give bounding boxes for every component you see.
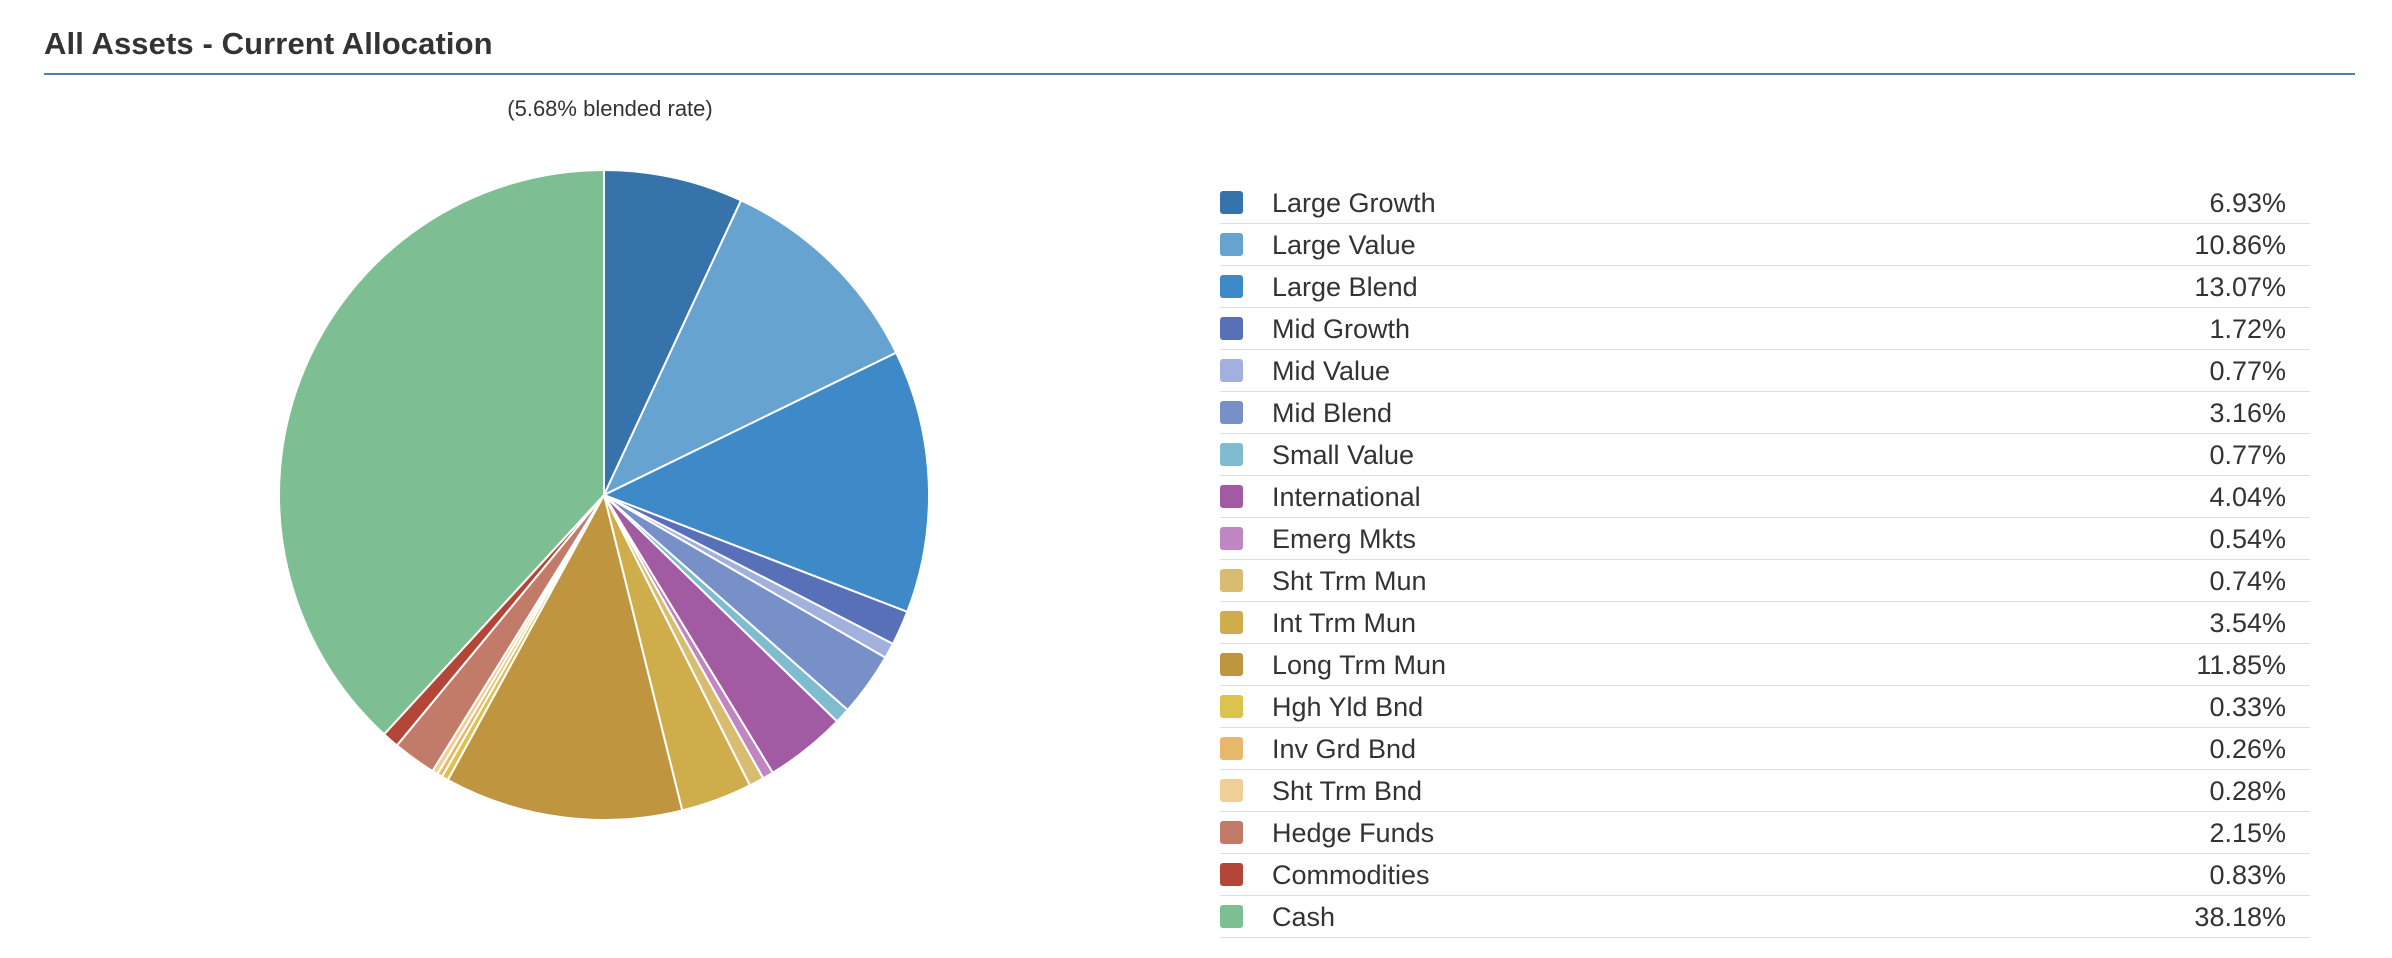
legend-swatch [1220,527,1243,550]
legend-swatch [1220,233,1243,256]
legend-value: 2.15% [2209,818,2286,848]
title-divider [44,73,2355,75]
legend-swatch [1220,779,1243,802]
legend-label: Hgh Yld Bnd [1272,692,1424,722]
legend-value: 0.26% [2209,734,2286,764]
legend-swatch [1220,443,1243,466]
legend-row-large-blend: Large Blend 13.07% [1220,266,2310,308]
legend-value: 0.77% [2209,440,2286,470]
legend-value: 0.74% [2209,566,2286,596]
legend-row-commodities: Commodities 0.83% [1220,854,2310,896]
pie-slice-large-blend [603,351,930,613]
legend-swatch [1220,821,1243,844]
legend-swatch [1220,191,1243,214]
legend-label: International [1272,482,1421,512]
legend-swatch [1220,485,1243,508]
pie-slice-large-growth [603,169,743,496]
page-title: All Assets - Current Allocation [44,26,493,61]
legend-value: 10.86% [2194,230,2286,260]
legend-value: 0.54% [2209,524,2286,554]
legend-label: Sht Trm Mun [1272,566,1427,596]
legend-label: Long Trm Mun [1272,650,1447,680]
legend-swatch [1220,401,1243,424]
legend-label: Cash [1272,902,1336,932]
pie-slice-cash [278,169,605,736]
legend-label: Small Value [1272,440,1415,470]
legend-row-large-growth: Large Growth 6.93% [1220,182,2310,224]
legend-row-mid-value: Mid Value 0.77% [1220,350,2310,392]
legend-value: 3.16% [2209,398,2286,428]
legend-label: Large Growth [1272,188,1436,218]
legend-swatch [1220,737,1243,760]
legend-label: Int Trm Mun [1272,608,1417,638]
legend-value: 0.33% [2209,692,2286,722]
legend-row-int-trm-mun: Int Trm Mun 3.54% [1220,602,2310,644]
legend-value: 0.83% [2209,860,2286,890]
legend-value: 4.04% [2209,482,2286,512]
legend-row-sht-trm-mun: Sht Trm Mun 0.74% [1220,560,2310,602]
legend-label: Hedge Funds [1272,818,1435,848]
legend-value: 13.07% [2194,272,2286,302]
legend-label: Emerg Mkts [1272,524,1417,554]
legend-value: 38.18% [2194,902,2286,932]
legend-row-mid-blend: Mid Blend 3.16% [1220,392,2310,434]
legend-value: 0.28% [2209,776,2286,806]
legend-row-inv-grd-bnd: Inv Grd Bnd 0.26% [1220,728,2310,770]
legend-row-long-trm-mun: Long Trm Mun 11.85% [1220,644,2310,686]
legend-label: Large Blend [1272,272,1418,302]
legend-swatch [1220,905,1243,928]
legend-value: 0.77% [2209,356,2286,386]
legend-row-hedge-funds: Hedge Funds 2.15% [1220,812,2310,854]
pie-chart-container [260,150,960,850]
legend-row-large-value: Large Value 10.86% [1220,224,2310,266]
legend-value: 11.85% [2196,650,2286,680]
legend-swatch [1220,317,1243,340]
legend-label: Mid Blend [1272,398,1393,428]
legend-swatch [1220,275,1243,298]
legend-label: Mid Growth [1272,314,1411,344]
legend-swatch [1220,359,1243,382]
allocation-pie-chart [278,169,930,821]
pie-slice-long-trm-mun [446,494,684,821]
legend-swatch [1220,863,1243,886]
legend-value: 1.72% [2209,314,2286,344]
legend-row-emerg-mkts: Emerg Mkts 0.54% [1220,518,2310,560]
legend-row-mid-growth: Mid Growth 1.72% [1220,308,2310,350]
pie-slice-large-value [603,199,898,496]
legend-label: Large Value [1272,230,1416,260]
legend-label: Mid Value [1272,356,1391,386]
legend-value: 3.54% [2209,608,2286,638]
legend-label: Commodities [1272,860,1430,890]
chart-legend: Large Growth 6.93% Large Value 10.86% Large … [1220,182,2310,938]
legend-swatch [1220,653,1243,676]
legend-row-hgh-yld-bnd: Hgh Yld Bnd 0.33% [1220,686,2310,728]
legend-row-international: International 4.04% [1220,476,2310,518]
legend-swatch [1220,569,1243,592]
blended-rate-subtitle: (5.68% blended rate) [507,96,713,121]
legend-swatch [1220,611,1243,634]
legend-label: Inv Grd Bnd [1272,734,1417,764]
legend-row-sht-trm-bnd: Sht Trm Bnd 0.28% [1220,770,2310,812]
legend-swatch [1220,695,1243,718]
legend-row-cash: Cash 38.18% [1220,896,2310,938]
legend-label: Sht Trm Bnd [1272,776,1423,806]
legend-value: 6.93% [2209,188,2286,218]
legend-row-small-value: Small Value 0.77% [1220,434,2310,476]
